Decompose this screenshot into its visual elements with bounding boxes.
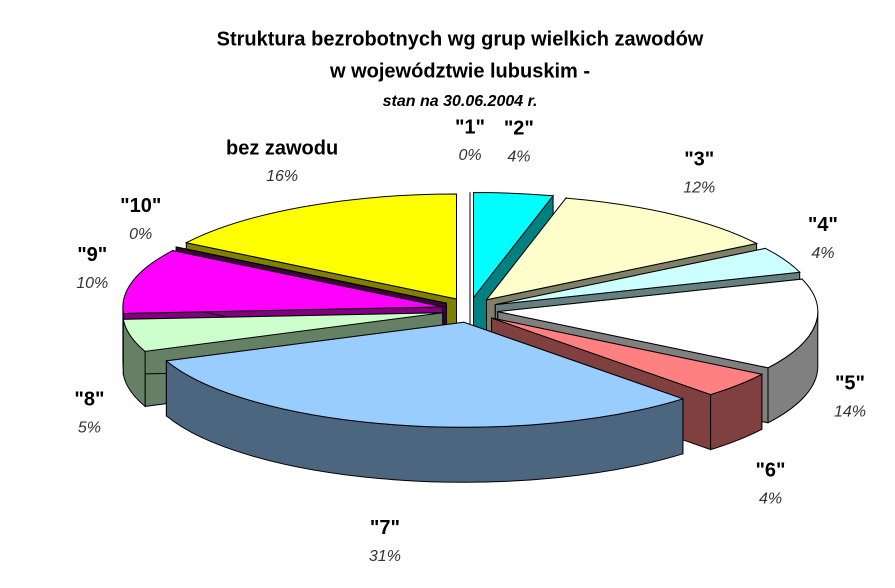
slice [485, 197, 759, 301]
value-label: 31% [369, 548, 401, 565]
category-label: "10" [120, 195, 161, 217]
category-label: "3" [684, 149, 714, 171]
chart-subtitle: stan na 30.06.2004 r. [383, 93, 538, 110]
category-label: "2" [504, 118, 534, 140]
value-label: 4% [759, 491, 782, 508]
category-label: "9" [77, 244, 107, 266]
category-label: "6" [755, 460, 785, 482]
value-label: 0% [458, 147, 481, 164]
category-label: bez zawodu [226, 137, 338, 159]
value-label: 16% [266, 168, 298, 185]
category-label: "7" [370, 517, 400, 539]
category-label: "1" [455, 116, 485, 138]
slice [176, 246, 447, 304]
slice [184, 193, 457, 300]
category-label: "8" [74, 388, 104, 410]
slice [491, 317, 764, 396]
value-label: 10% [76, 275, 108, 292]
value-label: 14% [834, 404, 866, 421]
value-label: 4% [507, 149, 530, 166]
slice [497, 278, 819, 369]
value-label: 12% [683, 180, 715, 197]
category-label: "5" [835, 373, 865, 395]
chart-title: w województwie lubuskim - [329, 60, 590, 82]
value-label: 0% [129, 226, 152, 243]
slice [122, 250, 444, 315]
slice [473, 191, 555, 299]
category-label: "4" [808, 214, 838, 236]
chart-title: Struktura bezrobotnych wg grup wielkich … [217, 28, 704, 50]
slice [122, 312, 443, 352]
value-label: 4% [811, 245, 834, 262]
value-label: 5% [78, 419, 101, 436]
slice [165, 321, 685, 428]
slice [495, 247, 801, 306]
